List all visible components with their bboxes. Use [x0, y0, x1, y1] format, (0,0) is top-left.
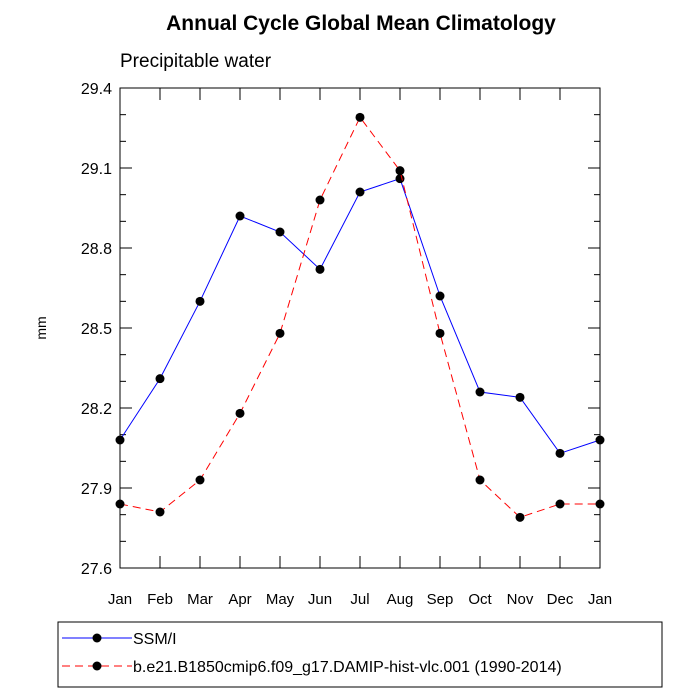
x-tick-label: Jan [108, 591, 132, 608]
series-2-point [155, 507, 165, 517]
series-2-point [195, 475, 205, 485]
x-tick-label: Aug [387, 591, 414, 608]
x-tick-label: Jan [588, 591, 612, 608]
series-1-point [395, 174, 405, 184]
series-2-point [315, 195, 325, 205]
chart-title: Annual Cycle Global Mean Climatology [166, 12, 556, 35]
y-tick-label: 27.9 [81, 481, 112, 498]
x-tick-label: Oct [468, 591, 492, 608]
legend-marker-2 [92, 661, 102, 671]
series-2-point [435, 328, 445, 338]
y-axis-label: mm [33, 316, 49, 339]
series-1-point [515, 392, 525, 402]
series-2-point [275, 328, 285, 338]
series-1-point [235, 211, 245, 221]
chart-subtitle: Precipitable water [120, 51, 272, 72]
series-2-point [595, 499, 605, 509]
series-2-point [555, 499, 565, 509]
x-tick-label: May [266, 591, 295, 608]
legend-marker-1 [92, 633, 102, 643]
x-tick-label: Feb [147, 591, 173, 608]
series-1-point [475, 387, 485, 397]
series-1-point [355, 187, 365, 197]
series-2-point [475, 475, 485, 485]
y-tick-label: 27.6 [81, 561, 112, 578]
x-tick-label: Jul [350, 591, 369, 608]
x-tick-label: Sep [427, 591, 454, 608]
y-tick-label: 28.2 [81, 401, 112, 418]
y-tick-label: 29.4 [81, 81, 112, 98]
series-2-point [355, 112, 365, 122]
series-2-point [115, 499, 125, 509]
series-2-point [235, 408, 245, 418]
series-1-point [195, 296, 205, 306]
series-2-point [515, 512, 525, 522]
series-1-point [555, 448, 565, 458]
series-1-point [435, 291, 445, 301]
plot-frame [119, 87, 601, 569]
legend-label-1: SSM/I [133, 631, 177, 648]
series-2-point [395, 166, 405, 176]
series-1-point [315, 264, 325, 274]
y-axis: 27.6 27.9 28.2 28.5 28.8 29.1 29.4 [81, 81, 600, 578]
series-1-point [155, 374, 165, 384]
series-1-point [595, 435, 605, 445]
series-1-point [115, 435, 125, 445]
x-tick-label: Nov [507, 591, 534, 608]
x-tick-label: Jun [308, 591, 332, 608]
y-tick-label: 29.1 [81, 161, 112, 178]
y-tick-label: 28.8 [81, 241, 112, 258]
series-1-point [275, 227, 285, 237]
x-tick-label: Apr [228, 591, 251, 608]
legend: SSM/I b.e21.B1850cmip6.f09_g17.DAMIP-hist… [57, 621, 663, 688]
x-tick-label: Dec [547, 591, 574, 608]
plot-area [115, 112, 605, 522]
x-tick-label: Mar [187, 591, 213, 608]
legend-frame [57, 621, 663, 688]
legend-label-2: b.e21.B1850cmip6.f09_g17.DAMIP-hist-vlc.… [133, 659, 562, 676]
x-axis: Jan Feb Mar Apr May Jun Jul Aug Sep Oct Nov Dec Jan [108, 88, 612, 608]
y-tick-label: 28.5 [81, 321, 112, 338]
series-line-1 [119, 178, 601, 454]
